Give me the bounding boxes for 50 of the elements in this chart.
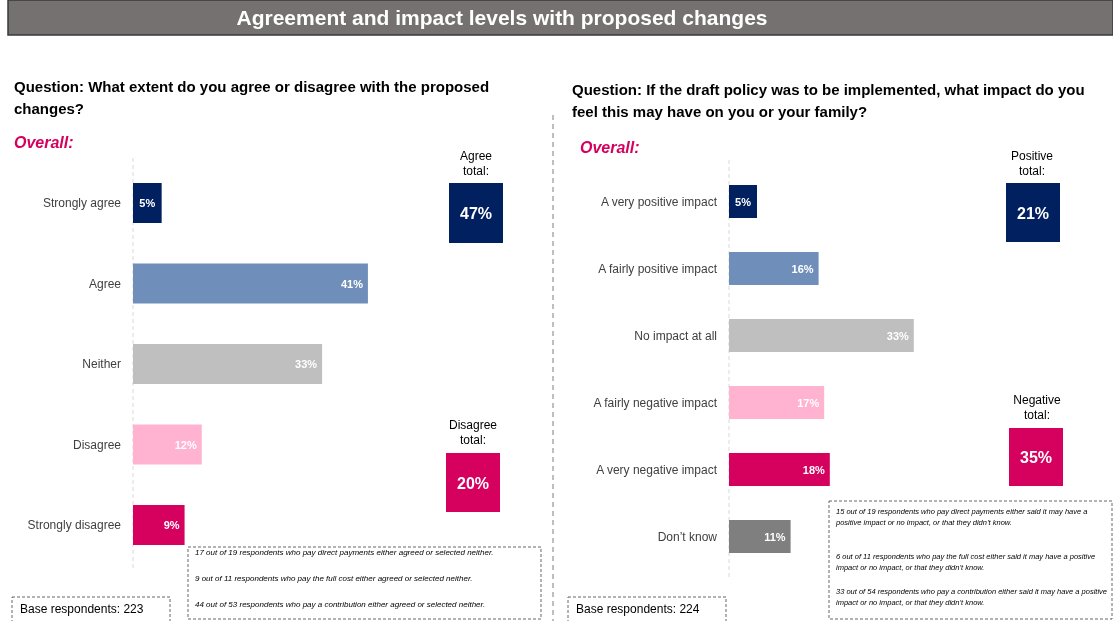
text: Disagree total: xyxy=(448,418,498,447)
y-tick-label: A very negative impact xyxy=(596,462,718,477)
data-label: 5% xyxy=(735,195,752,208)
bar xyxy=(729,386,825,419)
text: Agreement and impact levels with proposed changes xyxy=(236,6,768,29)
data-label: 33% xyxy=(295,358,318,370)
bar xyxy=(133,424,202,465)
text: 47% xyxy=(459,205,493,222)
y-tick-label: A fairly positive impact xyxy=(598,261,718,276)
text: Base respondents: 224 xyxy=(576,602,700,616)
data-label: 41% xyxy=(340,277,364,290)
data-label: 17% xyxy=(797,396,820,409)
bar xyxy=(729,252,819,285)
bar xyxy=(729,520,791,553)
text: Negative total: xyxy=(1013,393,1061,422)
text: Agree total: xyxy=(459,149,493,178)
y-tick-label: Strongly agree xyxy=(42,196,122,210)
text: 20% xyxy=(456,474,490,492)
y-tick-label: Strongly disagree xyxy=(27,518,122,532)
data-label: 12% xyxy=(174,438,197,451)
text: Base respondents: 223 xyxy=(20,602,144,616)
y-tick-label: Disagree xyxy=(72,437,122,452)
data-label: 33% xyxy=(886,329,909,342)
bar xyxy=(133,505,185,545)
data-label: 16% xyxy=(791,262,814,275)
text: 35% xyxy=(1019,449,1053,466)
y-tick-label: Agree xyxy=(88,276,122,291)
bar xyxy=(133,344,323,384)
chart-subtitle: Question: If the draft policy was to be implemented, what impact do you feel this may have on you or your family? xyxy=(572,81,1085,120)
annotation: 17 out of 19 respondents who pay direct payments either agreed or selected neither. xyxy=(195,548,494,557)
chart-subtitle: Question: What extent do you agree or disagree with the proposed changes? xyxy=(14,78,490,117)
text: 21% xyxy=(1016,204,1050,222)
bar xyxy=(729,453,830,486)
bar xyxy=(133,263,368,304)
y-tick-label: A very positive impact xyxy=(600,194,718,209)
y-tick-label: Don’t know xyxy=(657,529,718,544)
data-label: 11% xyxy=(764,530,786,543)
data-label: 5% xyxy=(139,197,156,209)
y-tick-label: No impact at all xyxy=(634,328,717,343)
y-tick-label: A fairly negative impact xyxy=(593,395,718,410)
y-tick-label: Neither xyxy=(82,357,121,371)
text: Overall: xyxy=(580,139,640,156)
bar xyxy=(729,319,914,352)
data-label: 9% xyxy=(163,519,180,531)
text: Overall: xyxy=(14,134,74,151)
text: 9 out of 11 respondents who pay the full cost either agreed or selected neither. xyxy=(195,574,473,583)
text: Positive total: xyxy=(1010,149,1054,178)
bar xyxy=(133,183,162,223)
text: 44 out of 53 respondents who pay a contribution either agreed or selected neither. xyxy=(195,600,486,609)
data-label: 18% xyxy=(802,463,825,476)
